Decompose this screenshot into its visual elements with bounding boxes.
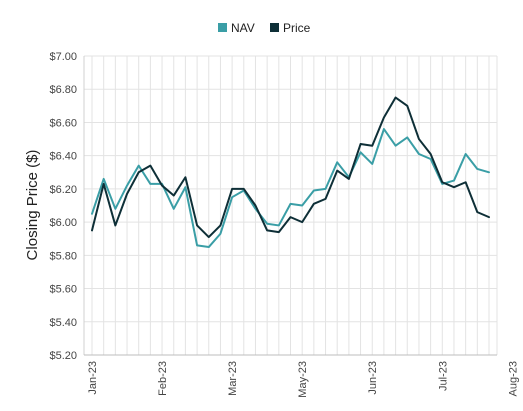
grid-lines <box>83 55 498 356</box>
x-axis: Jan-23 Feb-23 Mar-23 May-23 Jun-23 Jul-23 Aug-… <box>87 361 519 398</box>
x-tick-label: Feb-23 <box>157 361 169 396</box>
y-tick-label: $7.00 <box>49 51 77 63</box>
x-tick-label: Jan-23 <box>87 361 99 395</box>
x-tick-label: Aug-23 <box>507 361 519 396</box>
x-tick-label: Mar-23 <box>227 361 239 396</box>
y-tick-label: $6.80 <box>49 84 77 96</box>
series-layer <box>91 96 490 249</box>
legend-label-nav: NAV <box>231 21 255 35</box>
x-tick-label: Jun-23 <box>367 361 379 395</box>
y-tick-label: $6.00 <box>49 217 77 229</box>
y-tick-label: $6.60 <box>49 117 77 129</box>
legend: NAV Price <box>218 21 311 35</box>
y-tick-label: $6.40 <box>49 151 77 163</box>
legend-swatch-nav <box>218 23 227 32</box>
y-tick-label: $5.80 <box>49 250 77 262</box>
x-tick-label: Jul-23 <box>437 361 449 391</box>
y-tick-label: $5.40 <box>49 317 77 329</box>
legend-swatch-price <box>270 23 279 32</box>
y-tick-label: $6.20 <box>49 184 77 196</box>
y-tick-label: $5.60 <box>49 284 77 296</box>
y-tick-label: $5.20 <box>49 350 77 362</box>
y-axis-title: Closing Price ($) <box>24 150 41 261</box>
series-line-price <box>91 96 490 239</box>
x-tick-label: May-23 <box>297 361 309 398</box>
y-axis: $7.00 $6.80 $6.60 $6.40 $6.20 $6.00 $5.80 $5.60… <box>49 51 77 362</box>
legend-label-price: Price <box>283 21 311 35</box>
series-line-nav <box>91 128 490 249</box>
